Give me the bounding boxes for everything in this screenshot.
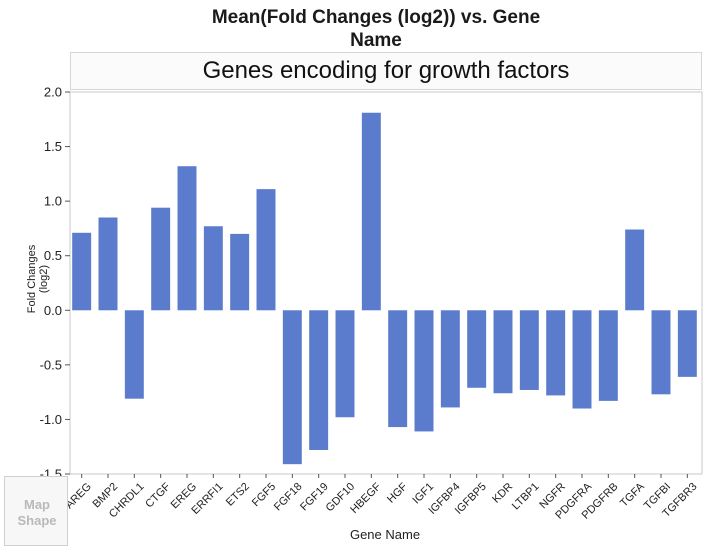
bar-igfbp5[interactable] [467, 310, 486, 387]
y-tick-label: 1.5 [44, 139, 62, 154]
bar-fgf5[interactable] [257, 189, 276, 310]
bar-fgf18[interactable] [283, 310, 302, 464]
y-tick-label: 1.0 [44, 194, 62, 209]
bar-errfi1[interactable] [204, 226, 223, 310]
bar-areg[interactable] [72, 233, 91, 310]
bar-igf1[interactable] [415, 310, 434, 431]
x-tick-label: HGF [385, 481, 410, 506]
bar-hbegf[interactable] [362, 113, 381, 311]
bar-tgfa[interactable] [625, 230, 644, 311]
y-tick-label: -0.5 [40, 357, 62, 372]
bar-ctgf[interactable] [151, 208, 170, 311]
bar-hgf[interactable] [388, 310, 407, 427]
bar-ngfr[interactable] [546, 310, 565, 395]
bar-igfbp4[interactable] [441, 310, 460, 407]
bar-fgf19[interactable] [309, 310, 328, 450]
y-tick-label: 2.0 [44, 85, 62, 100]
bar-gdf10[interactable] [336, 310, 355, 417]
bar-tgfbi[interactable] [652, 310, 671, 394]
bar-chrdl1[interactable] [125, 310, 144, 398]
x-tick-label: LTBP1 [510, 481, 542, 513]
y-axis: 2.01.51.00.50.0-0.5-1.0-1.5 [40, 85, 70, 482]
x-tick-label: FGF18 [272, 481, 305, 514]
bar-bmp2[interactable] [99, 218, 118, 311]
bar-pdgfrb[interactable] [599, 310, 618, 401]
bar-tgfbr3[interactable] [678, 310, 697, 377]
bar-ltbp1[interactable] [520, 310, 539, 390]
y-tick-label: 0.0 [44, 303, 62, 318]
x-tick-label: CTGF [143, 481, 173, 511]
map-shape-label: Map Shape [11, 497, 63, 529]
x-axis: AREGBMP2CHRDL1CTGFEREGERRFI1ETS2FGF5FGF1… [63, 474, 699, 522]
bar-pdgfra[interactable] [573, 310, 592, 408]
bar-ereg[interactable] [178, 166, 197, 310]
map-shape-panel[interactable]: Map Shape [4, 476, 68, 546]
x-tick-label: ETS2 [224, 481, 252, 509]
bar-ets2[interactable] [230, 234, 249, 310]
y-tick-label: -1.0 [40, 412, 62, 427]
y-tick-label: 0.5 [44, 248, 62, 263]
bar-kdr[interactable] [494, 310, 513, 393]
